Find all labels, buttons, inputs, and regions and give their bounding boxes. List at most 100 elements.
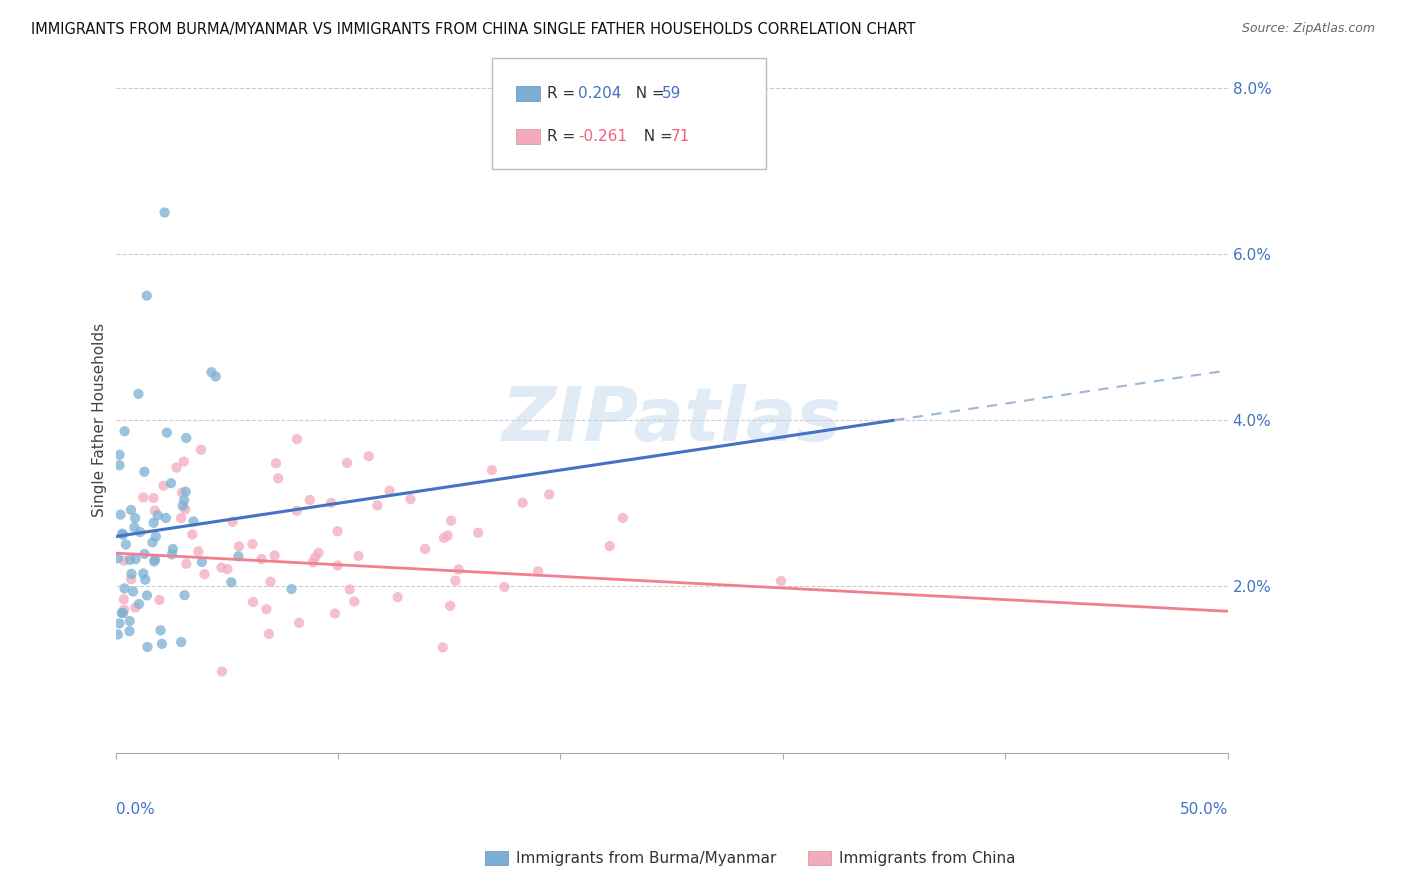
Point [444, 574, 467, 588]
Text: R =: R = [547, 128, 581, 144]
Point [259, 574, 281, 589]
Text: N =: N = [634, 128, 678, 144]
Point [174, 484, 197, 499]
Point [134, 465, 156, 479]
Point [112, 606, 135, 620]
Point [128, 597, 150, 611]
Point [264, 456, 287, 470]
Point [136, 640, 159, 654]
Point [112, 592, 135, 607]
Point [162, 541, 184, 556]
Point [170, 485, 193, 500]
Point [124, 520, 146, 534]
Point [339, 582, 361, 597]
Point [132, 491, 155, 505]
Point [599, 539, 621, 553]
Point [221, 515, 243, 529]
Point [302, 555, 325, 569]
Point [148, 593, 170, 607]
Point [769, 574, 792, 588]
Point [512, 496, 534, 510]
Point [323, 607, 346, 621]
Point [447, 562, 470, 576]
Point [250, 552, 273, 566]
Point [242, 595, 264, 609]
Point [228, 549, 250, 564]
Point [110, 508, 132, 522]
Text: 0.204: 0.204 [578, 86, 621, 101]
Point [256, 602, 278, 616]
Point [174, 502, 197, 516]
Point [108, 458, 131, 473]
Point [204, 369, 226, 384]
Point [494, 580, 516, 594]
Point [114, 582, 136, 596]
Point [142, 516, 165, 530]
Point [378, 483, 401, 498]
Point [173, 588, 195, 602]
Point [242, 537, 264, 551]
Point [156, 425, 179, 440]
Point [193, 567, 215, 582]
Point [387, 590, 409, 604]
Point [399, 492, 422, 507]
Point [107, 627, 129, 641]
Point [132, 566, 155, 581]
Point [439, 599, 461, 613]
Point [200, 365, 222, 379]
Point [170, 635, 193, 649]
Point [326, 524, 349, 539]
Point [436, 528, 458, 542]
Point [413, 541, 436, 556]
Point [160, 547, 183, 561]
Point [326, 558, 349, 573]
Point [173, 493, 195, 508]
Point [122, 584, 145, 599]
Point [129, 525, 152, 540]
Point [112, 602, 135, 616]
Point [141, 535, 163, 549]
Point [150, 637, 173, 651]
Point [285, 504, 308, 518]
Point [111, 526, 134, 541]
Point [191, 555, 214, 569]
Point [152, 479, 174, 493]
Point [120, 503, 142, 517]
Point [336, 456, 359, 470]
Point [219, 575, 242, 590]
Point [538, 487, 561, 501]
Text: Immigrants from China: Immigrants from China [839, 851, 1017, 865]
Text: Immigrants from Burma/Myanmar: Immigrants from Burma/Myanmar [516, 851, 776, 865]
Point [118, 624, 141, 639]
Point [347, 549, 370, 563]
Point [174, 431, 197, 445]
Point [136, 588, 159, 602]
Y-axis label: Single Father Households: Single Father Households [93, 323, 107, 517]
Point [433, 531, 456, 545]
Point [280, 582, 302, 596]
Point [285, 432, 308, 446]
Point [467, 525, 489, 540]
Point [181, 527, 204, 541]
Point [111, 606, 134, 620]
Point [366, 499, 388, 513]
Point [527, 565, 550, 579]
Text: IMMIGRANTS FROM BURMA/MYANMAR VS IMMIGRANTS FROM CHINA SINGLE FATHER HOUSEHOLDS : IMMIGRANTS FROM BURMA/MYANMAR VS IMMIGRA… [31, 22, 915, 37]
Point [120, 572, 142, 586]
Text: Source: ZipAtlas.com: Source: ZipAtlas.com [1241, 22, 1375, 36]
Point [173, 455, 195, 469]
Point [143, 554, 166, 568]
Point [127, 387, 149, 401]
Point [612, 511, 634, 525]
Point [307, 546, 329, 560]
Point [149, 624, 172, 638]
Point [146, 508, 169, 523]
Point [183, 515, 205, 529]
Text: 59: 59 [662, 86, 682, 101]
Point [343, 594, 366, 608]
Point [145, 529, 167, 543]
Point [257, 627, 280, 641]
Text: ZIPatlas: ZIPatlas [502, 384, 842, 457]
Point [267, 471, 290, 485]
Point [160, 476, 183, 491]
